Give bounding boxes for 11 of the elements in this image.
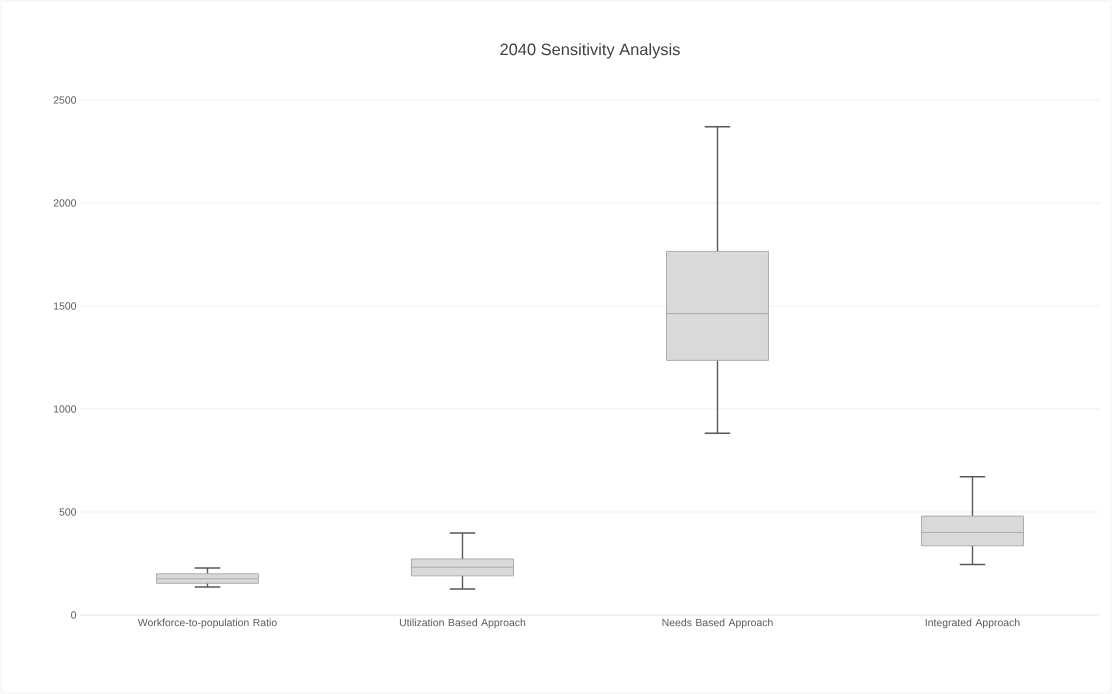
y-tick-label: 2000 (53, 199, 77, 207)
x-tick-label: Utilization Based Approach (399, 618, 526, 629)
y-tick-label: 1500 (54, 302, 77, 310)
y-tick-label: 500 (59, 508, 77, 516)
x-tick-label: Workforce-to-population Ratio (137, 618, 277, 629)
x-tick-label: Needs Based Approach (662, 618, 773, 629)
y-tick-label: 2500 (53, 96, 77, 104)
chart-title: 2040 Sensitivity Analysis (500, 43, 680, 59)
y-tick-label: 0 (71, 611, 77, 619)
x-tick-label: Integrated Approach (925, 618, 1020, 629)
y-tick-label: 1000 (54, 405, 77, 413)
